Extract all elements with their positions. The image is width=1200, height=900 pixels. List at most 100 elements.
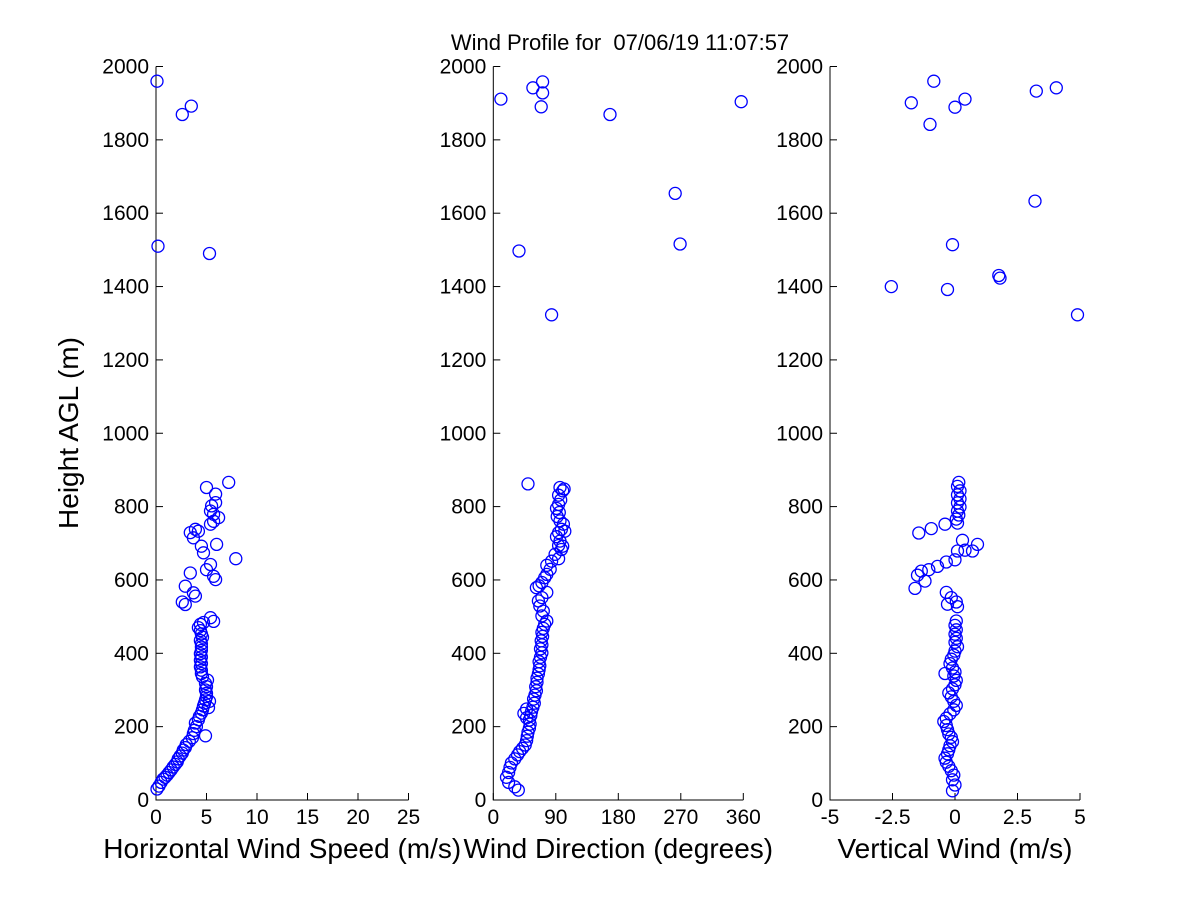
y-tick-label: 1600	[102, 202, 149, 225]
data-point	[927, 74, 941, 88]
data-point	[206, 614, 221, 629]
data-point	[668, 186, 682, 201]
data-point	[930, 559, 945, 574]
y-tick-label: 1600	[776, 202, 823, 225]
data-point	[178, 579, 192, 593]
data-point	[191, 620, 206, 635]
data-point	[948, 553, 962, 567]
y-tick-label: 400	[451, 642, 486, 665]
data-point	[944, 590, 958, 605]
x-tick-label: 180	[601, 806, 636, 829]
data-point	[198, 729, 213, 743]
data-point	[544, 308, 559, 322]
data-point	[533, 599, 547, 613]
data-point	[992, 268, 1006, 283]
data-point	[186, 586, 201, 600]
axis-line	[829, 66, 1080, 801]
y-tick-label: 1000	[440, 422, 487, 445]
y-tick-label: 600	[788, 569, 823, 592]
data-point	[193, 633, 208, 648]
data-point	[535, 75, 550, 89]
y-tick-label: 800	[451, 496, 486, 519]
data-point	[540, 558, 554, 572]
data-point	[531, 594, 546, 608]
data-point	[945, 784, 960, 798]
y-tick-label: 0	[811, 789, 823, 812]
data-point	[193, 617, 208, 631]
x-tick-label: 0	[949, 806, 961, 829]
data-point	[535, 86, 550, 100]
data-point	[1049, 81, 1063, 95]
data-point	[229, 552, 243, 566]
data-point	[958, 92, 972, 106]
y-tick-label: 1200	[102, 349, 149, 372]
data-point	[203, 557, 218, 572]
data-point	[175, 107, 189, 122]
data-point	[501, 765, 516, 780]
panel-2: 0 200 400 600 800 1000 1200 1400 1600 1800 2000 0 90…	[440, 56, 774, 865]
data-point	[958, 543, 972, 557]
y-tick-label: 1000	[776, 422, 823, 445]
y-tick-label: 400	[114, 642, 149, 665]
data-point	[603, 107, 617, 122]
data-point	[950, 544, 965, 558]
data-point	[515, 741, 530, 755]
y-tick-label: 600	[451, 569, 486, 592]
x-tick-label: -5	[821, 806, 840, 829]
y-tick-label: 800	[114, 496, 149, 519]
x-axis-label: Wind Direction (degrees)	[463, 833, 773, 864]
x-axis-label: Horizontal Wind Speed (m/s)	[103, 833, 461, 864]
data-point	[203, 517, 218, 531]
y-tick-label: 200	[114, 716, 149, 739]
data-point	[533, 659, 547, 673]
axis-line	[155, 66, 409, 801]
x-tick-label: 25	[397, 806, 420, 829]
data-point	[940, 282, 955, 297]
data-point	[206, 569, 221, 583]
y-tick-label: 1200	[776, 349, 823, 372]
x-tick-label: 0	[487, 806, 499, 829]
y-tick-label: 2000	[776, 56, 823, 79]
data-point	[953, 492, 967, 506]
data-point	[544, 554, 559, 568]
data-point	[949, 595, 963, 609]
y-tick-label: 1800	[776, 129, 823, 152]
data-point	[534, 100, 548, 114]
y-tick-label: 800	[788, 496, 823, 519]
data-point	[530, 675, 544, 689]
data-point	[184, 99, 198, 113]
data-point	[188, 522, 203, 536]
data-point	[196, 615, 211, 630]
y-tick-label: 1400	[102, 276, 149, 299]
data-point	[508, 752, 522, 766]
data-point	[183, 566, 197, 580]
data-point	[199, 480, 214, 495]
data-point	[914, 564, 928, 578]
data-point	[939, 711, 953, 725]
x-tick-label: 5	[1074, 806, 1086, 829]
data-point	[208, 487, 223, 501]
data-point	[970, 537, 985, 552]
data-point	[540, 614, 554, 628]
data-point	[1029, 84, 1043, 98]
x-tick-label: 10	[245, 806, 268, 829]
data-point	[191, 524, 206, 538]
data-point	[208, 572, 223, 587]
data-point	[949, 512, 963, 526]
data-point	[939, 585, 953, 600]
data-point	[948, 100, 962, 114]
data-point	[938, 517, 952, 531]
x-tick-label: 2.5	[1003, 806, 1032, 829]
data-point	[1070, 308, 1085, 322]
data-point	[512, 244, 526, 258]
y-tick-label: 0	[475, 789, 487, 812]
data-point	[734, 95, 748, 109]
data-point	[910, 568, 925, 582]
data-point	[175, 595, 189, 609]
y-tick-label: 0	[137, 789, 149, 812]
x-tick-label: 20	[346, 806, 369, 829]
y-tick-label: 1400	[776, 276, 823, 299]
data-point	[944, 690, 958, 704]
y-tick-label: 400	[788, 642, 823, 665]
